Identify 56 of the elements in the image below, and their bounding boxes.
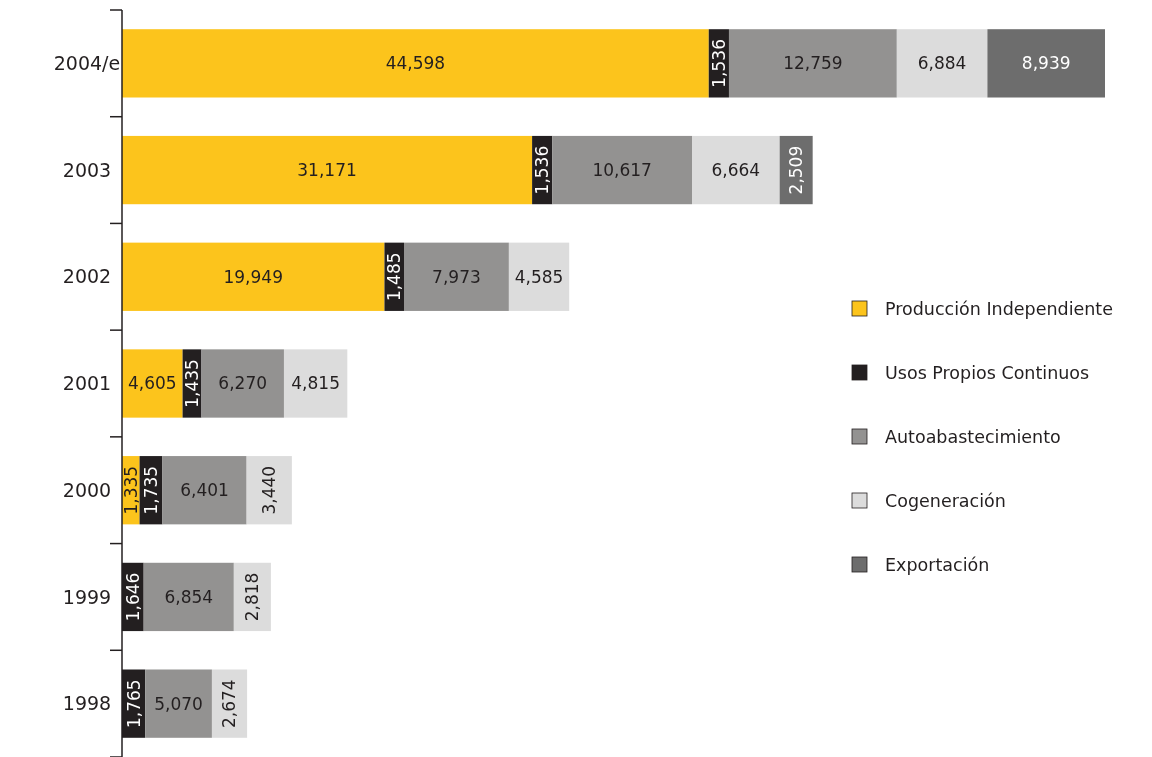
legend-label: Cogeneración bbox=[885, 491, 1006, 512]
data-label: 1,735 bbox=[140, 465, 161, 515]
legend-label: Producción Independiente bbox=[885, 299, 1113, 320]
legend-label: Exportación bbox=[885, 555, 990, 576]
data-label: 4,605 bbox=[127, 373, 177, 394]
bar bbox=[201, 349, 284, 418]
data-label: 10,617 bbox=[592, 160, 652, 181]
y-tick-label: 2003 bbox=[62, 158, 112, 181]
data-label: 2,674 bbox=[219, 679, 240, 728]
data-label: 1,646 bbox=[122, 572, 143, 622]
data-label: 1,485 bbox=[384, 252, 405, 302]
y-tick-label: 2001 bbox=[62, 372, 112, 395]
bar bbox=[691, 135, 780, 205]
data-label: 6,401 bbox=[180, 480, 229, 501]
legend-label: Usos Propios Continuos bbox=[885, 363, 1090, 384]
bar bbox=[122, 349, 183, 418]
bar bbox=[896, 29, 988, 98]
bar bbox=[728, 29, 897, 98]
data-label: 6,854 bbox=[164, 586, 214, 607]
data-label: 6,270 bbox=[218, 373, 268, 394]
bar bbox=[987, 29, 1105, 98]
bar bbox=[143, 562, 234, 632]
bar bbox=[145, 669, 212, 738]
data-label: 8,939 bbox=[1021, 53, 1071, 74]
data-label: 44,598 bbox=[385, 53, 446, 74]
bar bbox=[162, 456, 247, 525]
y-tick-label: 2000 bbox=[62, 478, 112, 501]
data-label: 6,664 bbox=[711, 160, 761, 181]
data-label: 1,765 bbox=[123, 679, 144, 728]
data-label: 12,759 bbox=[783, 53, 843, 74]
y-tick-label: 1999 bbox=[62, 585, 112, 608]
legend-label: Autoabastecimiento bbox=[885, 427, 1061, 448]
data-label: 3,440 bbox=[259, 465, 280, 515]
data-label: 1,536 bbox=[532, 145, 553, 195]
y-tick-label: 2002 bbox=[62, 265, 112, 288]
data-label: 5,070 bbox=[154, 693, 203, 714]
bar bbox=[122, 242, 385, 311]
y-tick-label: 2004/e bbox=[53, 52, 121, 75]
data-label: 4,815 bbox=[291, 373, 340, 394]
data-label: 2,509 bbox=[786, 145, 807, 195]
bar bbox=[283, 349, 348, 418]
bar bbox=[122, 29, 709, 98]
data-label: 1,536 bbox=[708, 39, 729, 88]
y-tick-label: 1998 bbox=[62, 692, 112, 715]
data-label: 6,884 bbox=[917, 53, 967, 74]
data-label: 1,335 bbox=[120, 465, 141, 515]
data-label: 2,818 bbox=[242, 572, 263, 622]
data-label: 4,585 bbox=[514, 266, 564, 287]
data-label: 31,171 bbox=[297, 160, 357, 181]
bar bbox=[508, 242, 570, 311]
data-label: 1,435 bbox=[181, 359, 202, 408]
bar bbox=[122, 135, 533, 205]
bar bbox=[404, 242, 509, 311]
data-label: 7,973 bbox=[432, 266, 481, 287]
data-label: 19,949 bbox=[223, 266, 283, 287]
bar bbox=[552, 135, 692, 205]
